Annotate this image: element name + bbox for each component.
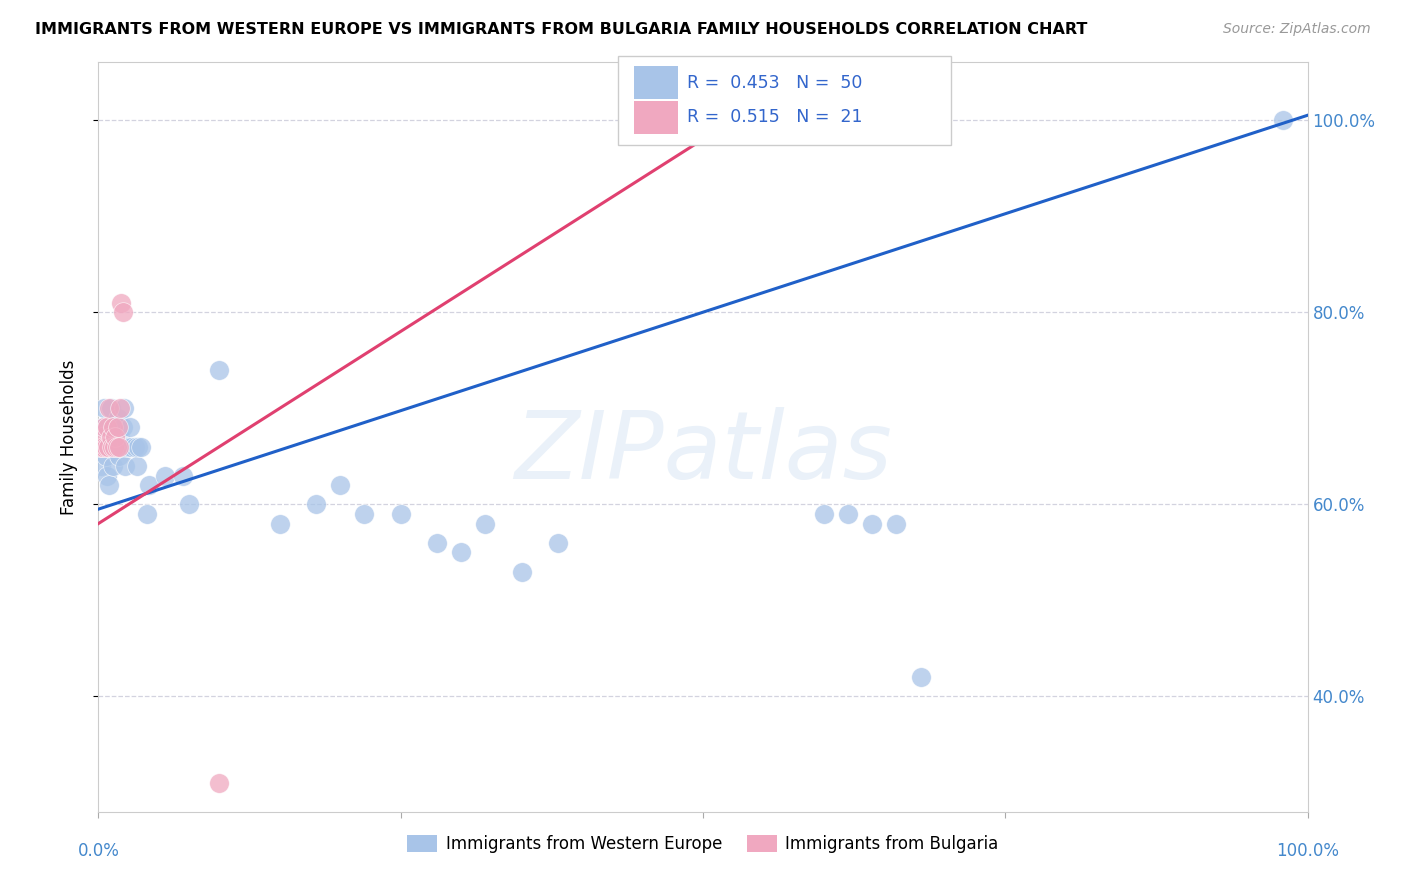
Point (94, 440, 117, 454)
Text: IMMIGRANTS FROM WESTERN EUROPE VS IMMIGRANTS FROM BULGARIA FAMILY HOUSEHOLDS COR: IMMIGRANTS FROM WESTERN EUROPE VS IMMIGR… (35, 22, 1087, 37)
Point (860, 516, 883, 531)
Point (135, 507, 157, 521)
FancyBboxPatch shape (634, 66, 678, 99)
Point (100, 440, 122, 454)
Point (91, 440, 114, 454)
Point (107, 420, 129, 434)
Point (127, 458, 149, 473)
Point (1272, 113, 1295, 128)
Point (105, 430, 128, 444)
Point (98, 478, 121, 492)
Point (110, 295, 132, 310)
Point (138, 478, 160, 492)
Point (127, 440, 149, 454)
Point (153, 468, 176, 483)
Text: 100.0%: 100.0% (1277, 842, 1339, 860)
Text: Source: ZipAtlas.com: Source: ZipAtlas.com (1223, 22, 1371, 37)
Point (353, 507, 375, 521)
Point (100, 430, 122, 444)
Point (129, 440, 152, 454)
Point (97, 440, 120, 454)
Point (269, 516, 291, 531)
Point (100, 440, 122, 454)
FancyBboxPatch shape (619, 56, 950, 145)
Point (886, 516, 908, 531)
Point (103, 420, 125, 434)
Point (96, 420, 118, 434)
Point (510, 565, 533, 579)
Point (474, 516, 496, 531)
Point (120, 440, 142, 454)
Legend: Immigrants from Western Europe, Immigrants from Bulgaria: Immigrants from Western Europe, Immigran… (401, 828, 1005, 860)
Point (100, 401, 122, 416)
Point (547, 535, 569, 549)
Point (101, 420, 124, 434)
Point (108, 430, 131, 444)
Point (111, 420, 134, 434)
Point (179, 497, 201, 511)
Point (115, 440, 138, 454)
Point (93, 401, 115, 416)
Point (837, 507, 859, 521)
Point (118, 440, 141, 454)
Point (305, 497, 328, 511)
Point (94, 450, 117, 464)
Point (110, 440, 132, 454)
Point (103, 440, 125, 454)
Point (118, 420, 141, 434)
Point (450, 545, 472, 559)
Point (208, 363, 231, 377)
Point (208, 776, 231, 790)
Text: R =  0.453   N =  50: R = 0.453 N = 50 (688, 74, 863, 92)
Y-axis label: Family Households: Family Households (59, 359, 77, 515)
Point (124, 440, 146, 454)
Point (111, 305, 134, 319)
Point (90, 440, 112, 454)
Point (108, 450, 131, 464)
Point (108, 440, 131, 454)
Point (93, 420, 115, 434)
FancyBboxPatch shape (634, 101, 678, 134)
Point (98, 401, 121, 416)
Point (112, 401, 135, 416)
Point (114, 458, 136, 473)
Point (89, 440, 111, 454)
Point (172, 468, 194, 483)
Point (91, 440, 114, 454)
Point (104, 430, 127, 444)
Point (101, 458, 124, 473)
Point (426, 535, 449, 549)
Point (97, 440, 120, 454)
Point (107, 410, 129, 425)
Point (910, 670, 932, 684)
Text: ZIPatlas: ZIPatlas (515, 407, 891, 498)
Point (91, 430, 114, 444)
Point (96, 468, 118, 483)
Point (90, 458, 112, 473)
Text: 0.0%: 0.0% (77, 842, 120, 860)
Point (108, 401, 131, 416)
Point (813, 507, 835, 521)
Point (389, 507, 412, 521)
Point (105, 440, 128, 454)
Point (329, 478, 352, 492)
Text: R =  0.515   N =  21: R = 0.515 N = 21 (688, 108, 863, 126)
Point (91, 420, 114, 434)
